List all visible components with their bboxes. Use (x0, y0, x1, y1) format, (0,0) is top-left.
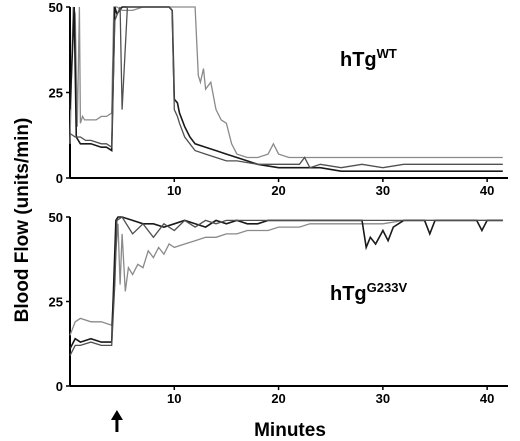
x-tick-label: 40 (480, 183, 494, 198)
panel-wt: 0 25 50 10 20 30 40 hTgWT (49, 0, 508, 198)
series-line-1 (69, 6, 503, 159)
y-tick-label: 0 (56, 379, 63, 394)
series-line-2 (69, 6, 503, 172)
x-tick-label: 20 (271, 183, 285, 198)
series-line-2 (69, 216, 503, 350)
panel-label: hTgWT (340, 46, 397, 71)
x-tick-label: 20 (271, 391, 285, 406)
panel-label: hTgG233V (330, 280, 407, 305)
x-tick-label: 10 (167, 391, 181, 406)
y-tick-label: 50 (49, 210, 63, 225)
y-tick-label: 50 (49, 0, 63, 15)
y-tick-label: 25 (49, 86, 63, 101)
y-axis-label: Blood Flow (units/min) (12, 118, 33, 323)
x-tick-label: 40 (480, 391, 494, 406)
x-tick-label: 30 (376, 391, 390, 406)
panel-g233v: 0 25 50 10 20 30 40 hTgG233V (49, 210, 508, 432)
arrow-icon (110, 410, 123, 420)
x-tick-label: 10 (167, 183, 181, 198)
series-line-3 (69, 216, 503, 356)
x-tick-label: 30 (376, 183, 390, 198)
x-axis-label: Minutes (254, 420, 326, 441)
series-line-1 (69, 219, 503, 336)
y-tick-label: 25 (49, 295, 63, 310)
y-tick-label: 0 (56, 171, 63, 186)
series-line-3 (69, 6, 503, 169)
